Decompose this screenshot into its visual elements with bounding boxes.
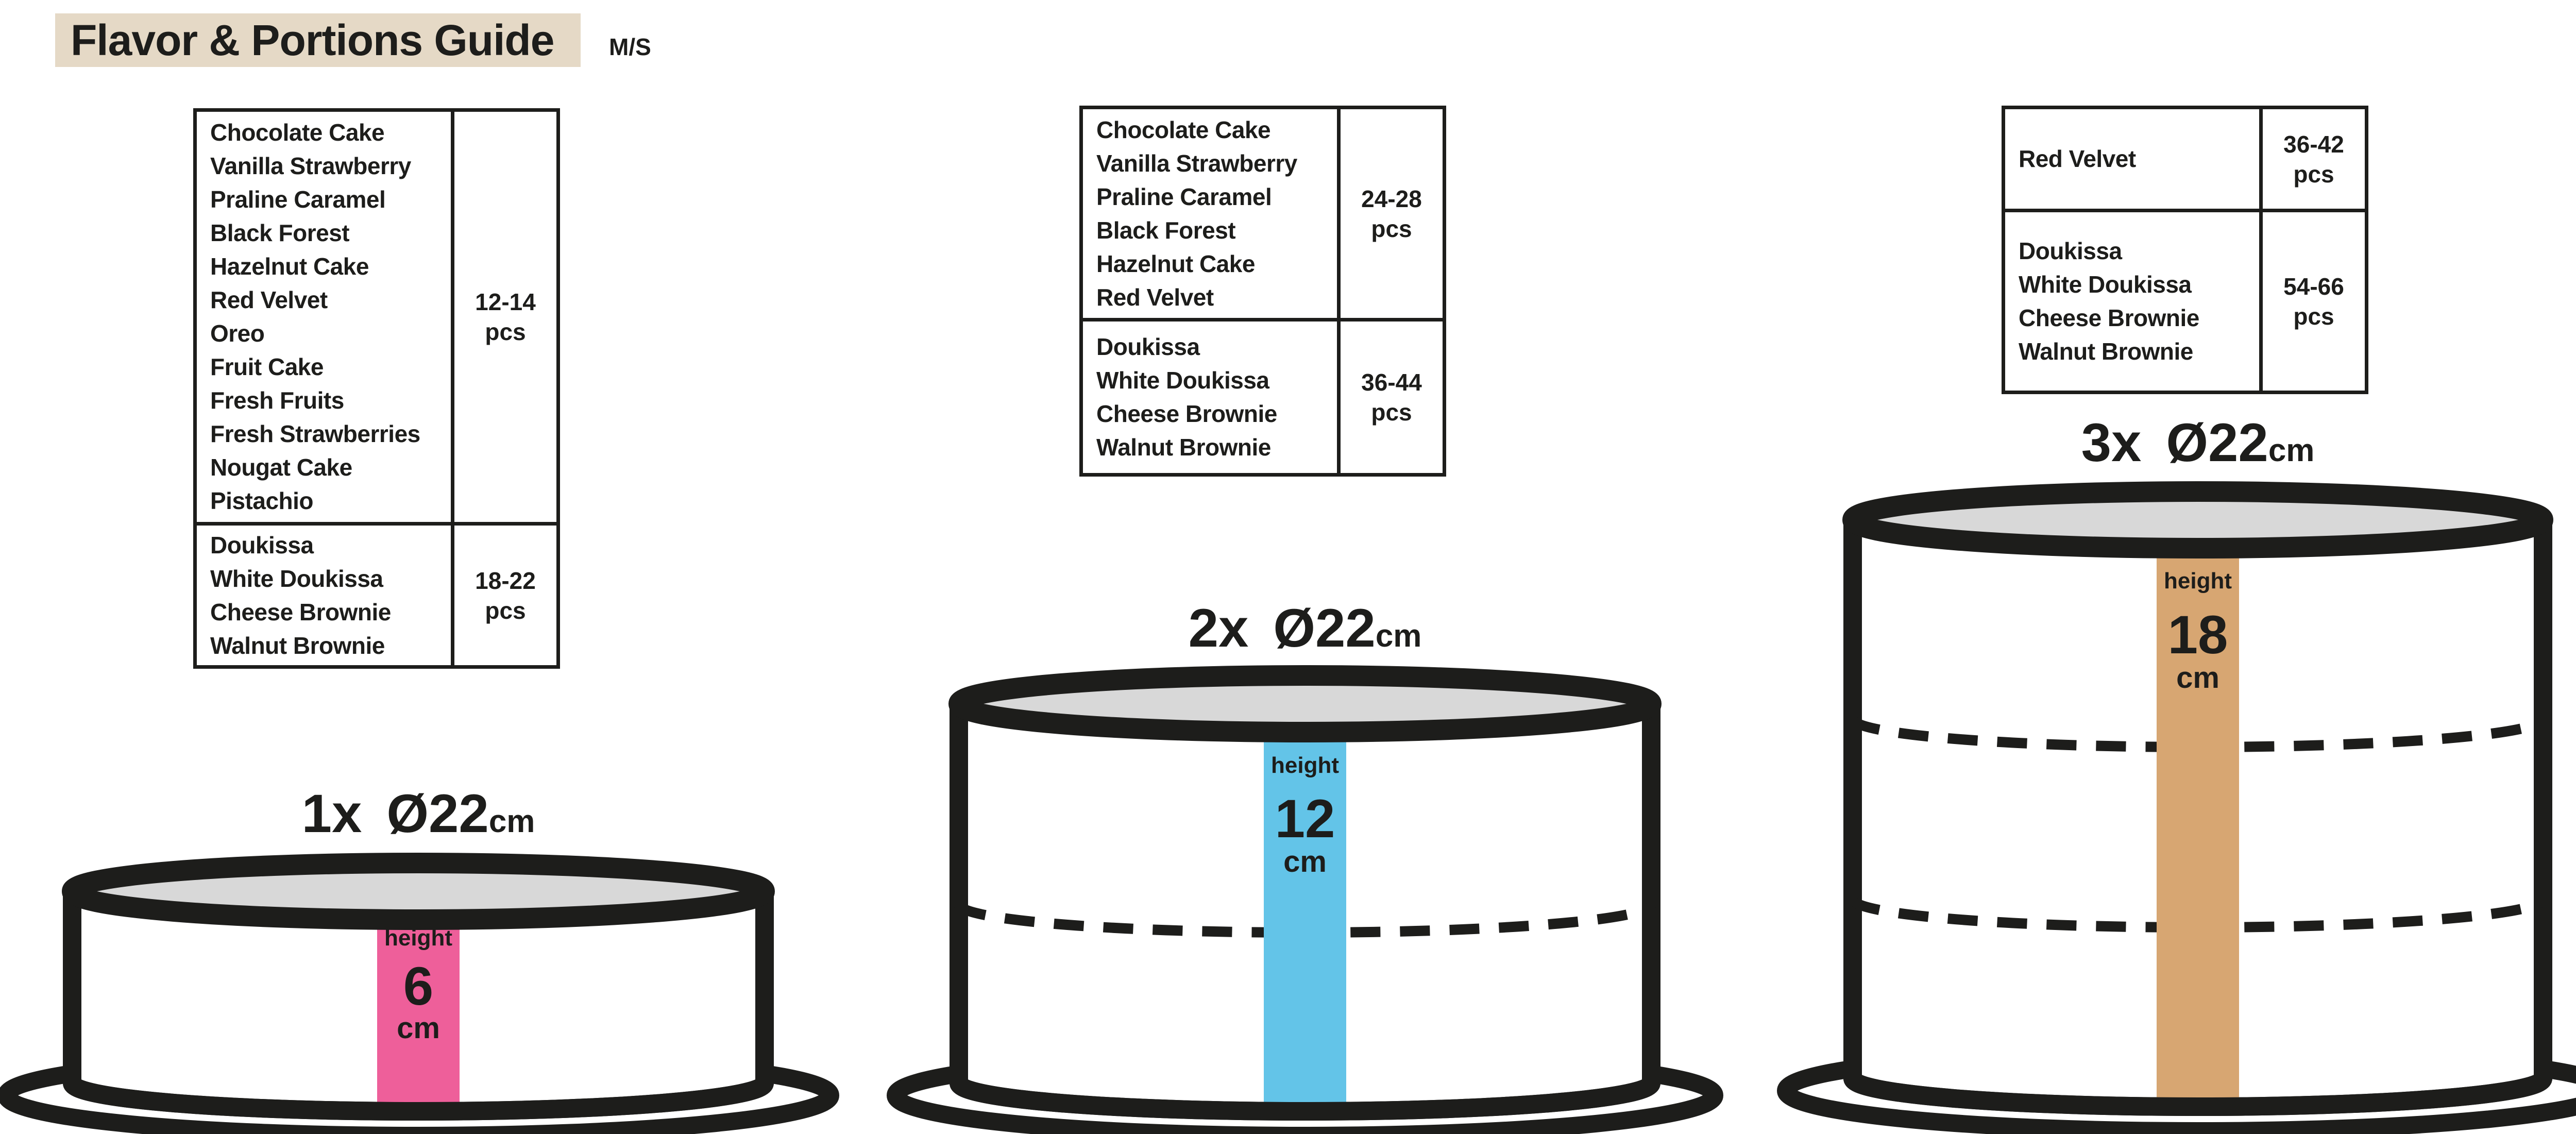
height-band-label: height (1271, 753, 1339, 778)
height-band-unit: cm (397, 1011, 440, 1045)
portions-unit: pcs (485, 597, 526, 624)
height-band-value: 6 (403, 956, 433, 1017)
portions-cell: 24-28 pcs (1337, 109, 1443, 318)
height-band-label: height (384, 925, 452, 951)
portions-range: 54-66 (2283, 273, 2344, 300)
portions-cell: 54-66 pcs (2259, 212, 2365, 391)
flavors-cell: Red Velvet (2019, 145, 2136, 172)
table-row: Chocolate Cake Vanilla Strawberry Pralin… (197, 112, 556, 522)
cake-bottom-edge (1843, 1073, 2552, 1116)
portions-cell: 18-22 pcs (451, 526, 556, 665)
height-band-label: height (2164, 568, 2232, 594)
portions-unit: pcs (485, 318, 526, 345)
height-band (377, 920, 460, 1108)
table-row: Doukissa White Doukissa Cheese Brownie W… (197, 522, 556, 665)
flavors-cell: Chocolate Cake Vanilla Strawberry Pralin… (1096, 116, 1297, 311)
flavor-table-3x: Red Velvet 36-42 pcs Doukissa White Douk… (2002, 106, 2368, 394)
table-row: Red Velvet 36-42 pcs (2005, 109, 2365, 209)
portions-cell: 12-14 pcs (451, 112, 556, 522)
portions-range: 24-28 (1361, 185, 1422, 212)
portions-cell: 36-44 pcs (1337, 321, 1443, 473)
cake-size-label: 1x Ø22cm (302, 784, 535, 844)
cake-top-surface (62, 853, 775, 930)
table-row: Chocolate Cake Vanilla Strawberry Pralin… (1083, 109, 1443, 318)
cake-bottom-edge (63, 1078, 774, 1121)
ms-tag: M/S (609, 33, 651, 60)
height-band-unit: cm (2176, 661, 2219, 695)
cake-2x-diagram: 2x Ø22cm height 12 cm (887, 598, 1723, 1134)
portions-unit: pcs (2293, 303, 2334, 330)
cake-bottom-edge (950, 1078, 1660, 1121)
portions-range: 18-22 (475, 567, 536, 594)
cake-top-surface (948, 665, 1662, 742)
flavors-cell: Doukissa White Doukissa Cheese Brownie W… (2019, 238, 2199, 365)
portions-range: 36-44 (1361, 369, 1422, 396)
portions-unit: pcs (1371, 399, 1412, 426)
portions-range: 12-14 (475, 289, 536, 315)
cake-1x-diagram: 1x Ø22cm height 6 cm (0, 784, 839, 1134)
portions-unit: pcs (1371, 215, 1412, 242)
height-band-unit: cm (1283, 845, 1327, 878)
table-row: Doukissa White Doukissa Cheese Brownie W… (2005, 209, 2365, 391)
flavor-table-2x: Chocolate Cake Vanilla Strawberry Pralin… (1079, 106, 1446, 477)
flavors-cell: Doukissa White Doukissa Cheese Brownie W… (1096, 333, 1277, 461)
title-bar: Flavor & Portions Guide (55, 13, 581, 67)
flavors-cell: Doukissa White Doukissa Cheese Brownie W… (210, 531, 391, 659)
height-band-value: 12 (1275, 789, 1335, 849)
cake-size-label: 3x Ø22cm (2081, 413, 2315, 473)
height-band (2157, 548, 2239, 1103)
cake-top-surface (1842, 481, 2553, 558)
table-row: Doukissa White Doukissa Cheese Brownie W… (1083, 318, 1443, 473)
portions-cell: 36-42 pcs (2259, 109, 2365, 209)
height-band (1264, 732, 1346, 1108)
cake-3x-diagram: 3x Ø22cm height 18 cm (1777, 413, 2576, 1134)
cake-size-label: 2x Ø22cm (1189, 598, 1422, 658)
height-band-value: 18 (2168, 605, 2228, 665)
flavor-table-1x: Chocolate Cake Vanilla Strawberry Pralin… (193, 108, 560, 669)
portions-unit: pcs (2293, 160, 2334, 188)
flavors-cell: Chocolate Cake Vanilla Strawberry Pralin… (210, 119, 420, 514)
portions-range: 36-42 (2283, 130, 2344, 158)
page-title: Flavor & Portions Guide (71, 15, 554, 64)
